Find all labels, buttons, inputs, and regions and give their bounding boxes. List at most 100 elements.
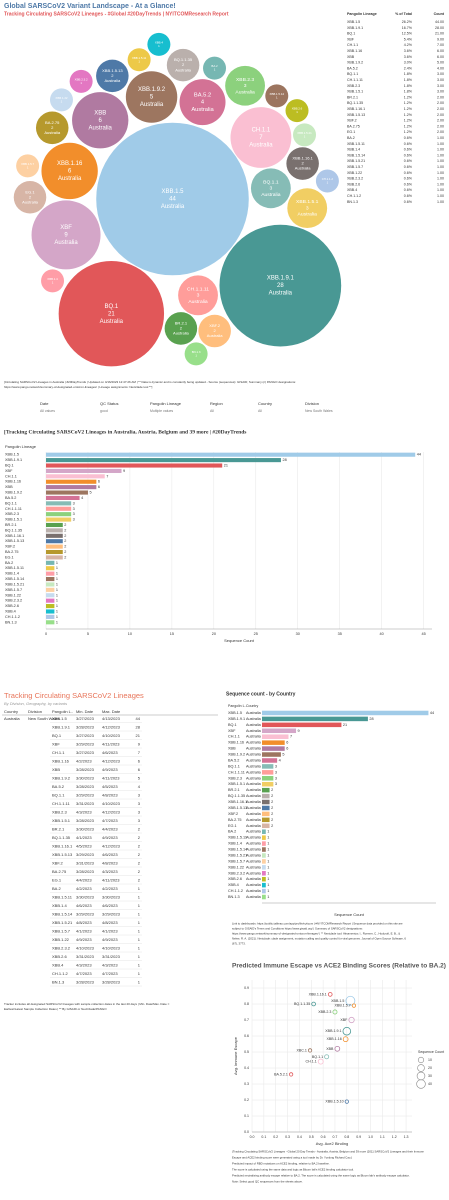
table-cell: BQ.1.1	[347, 72, 358, 76]
bubble-label: XBB.1.5.11	[132, 56, 147, 60]
table-cell: 0.6%	[404, 171, 413, 175]
table-cell: XBB.2.3.2	[347, 177, 363, 181]
table-cell: XBB.2.3.2	[52, 946, 71, 951]
bubble	[184, 342, 208, 366]
bubble	[41, 269, 65, 293]
legend-label: 10	[428, 1058, 432, 1062]
table-cell: 3/30/2023	[76, 827, 95, 832]
bubble-label: 1	[327, 181, 329, 185]
table-cell: 2.00	[437, 101, 444, 105]
table-cell: 0.6%	[404, 159, 413, 163]
table-cell: XBB.1.5.13	[52, 852, 73, 857]
bar	[46, 560, 55, 565]
y-tick-label: XBB.4	[5, 609, 16, 613]
country-label: Australia	[246, 895, 262, 899]
bubble	[41, 142, 98, 200]
column-header: Pangolin L..	[228, 704, 247, 708]
bubble-label: Australia	[249, 143, 273, 149]
y-tick-label: XBB.1.22	[228, 865, 244, 869]
table-cell: 3/27/2023	[76, 733, 95, 738]
table-cell: 4/10/2023	[76, 946, 95, 951]
bubble-label: XBB.1.5.1	[296, 199, 319, 205]
country-label: Australia	[246, 764, 262, 768]
table-cell: 4/7/2023	[102, 818, 118, 823]
bar	[262, 781, 274, 787]
bar	[262, 823, 270, 829]
point-label: BQ.1.1.35	[294, 1002, 310, 1006]
y-tick-label: BA.2.75	[228, 818, 242, 822]
legend-marker	[416, 1071, 426, 1081]
table-cell: 1	[138, 946, 141, 951]
y-tick-label: CH.1.1.11	[228, 770, 245, 774]
y-tick-label: CH.1.1	[228, 735, 240, 739]
column-header: Country	[246, 704, 259, 708]
bar	[46, 620, 55, 625]
filter-label: Pangolin Lineage	[150, 401, 182, 406]
table-cell: BA.2.75	[347, 124, 360, 128]
filter-label: Region	[210, 401, 223, 406]
table-cell: XBB.1.5.1	[52, 818, 71, 823]
point	[342, 1036, 349, 1043]
bar	[262, 728, 297, 734]
y-tick-label: 0.8	[244, 1002, 249, 1006]
x-tick-label: 1.0	[368, 1135, 373, 1139]
value-label: 2	[271, 806, 273, 810]
bubble	[164, 312, 198, 345]
table-cell: 4/13/2023	[102, 716, 121, 721]
y-tick-label: XBB.2.3	[5, 512, 19, 516]
bubble	[96, 122, 249, 276]
table-cell: 5.4%	[404, 37, 413, 41]
table-cell: 26.2%	[402, 20, 413, 24]
table-header: Count	[434, 12, 445, 16]
table-cell: 5.00	[437, 61, 444, 65]
table-cell: 21	[136, 733, 141, 738]
table-cell: XBB.1.5.11	[52, 895, 73, 900]
table-cell: 1	[138, 920, 141, 925]
table-cell: XBB.2.3	[347, 84, 360, 88]
table-cell: 1.00	[437, 194, 444, 198]
table-cell: 2.4%	[404, 66, 413, 70]
value-label: 3	[73, 507, 75, 511]
table-cell: 4/6/2023	[102, 750, 118, 755]
bubble	[13, 181, 47, 214]
table-cell: XBB.2.6	[347, 182, 360, 186]
table-cell: 3.6%	[404, 55, 413, 59]
table-cell: XBB.1.22	[347, 171, 362, 175]
table-cell: 1.8%	[404, 90, 413, 94]
value-label: 1	[56, 561, 58, 565]
value-label: 2	[64, 539, 66, 543]
bubble-label: 9	[64, 232, 68, 238]
page-title: Global SARSCoV2 Variant Landscape - At a…	[4, 3, 176, 10]
table-cell: 21.00	[435, 32, 444, 36]
y-tick-label: BR.2.1	[228, 788, 240, 792]
table-cell: 1.00	[437, 177, 444, 181]
bar	[262, 793, 270, 799]
bubble-label: XBB.1.5	[161, 189, 184, 195]
y-tick-label: XBB.2.6	[5, 604, 19, 608]
y-tick-label: XBB.1.5	[228, 711, 242, 715]
y-tick-label: BA.5.2	[228, 758, 239, 762]
bar	[262, 894, 266, 900]
bubble-label: Australia	[269, 291, 293, 297]
table-cell: 44.00	[435, 20, 444, 24]
table-cell: 1	[138, 963, 141, 968]
bubble-label: Australia	[58, 176, 82, 182]
value-label: 44	[417, 453, 421, 457]
table-cell: 4/6/2023	[102, 852, 118, 857]
bubble-label: EG.1	[25, 189, 35, 194]
x-tick-label: 40	[380, 632, 384, 636]
value-label: 3	[275, 764, 277, 768]
table-cell: XBB.1.5.7	[52, 929, 71, 934]
bubble-label: XBB.1.9.1	[267, 276, 295, 282]
y-tick-label: XBB.2.3	[228, 776, 242, 780]
bar	[46, 517, 72, 522]
table-cell: 1	[138, 912, 141, 917]
bar	[46, 593, 55, 598]
bubble	[198, 314, 231, 348]
value-label: 2	[271, 794, 273, 798]
table-cell: 28	[136, 725, 141, 730]
bar	[46, 582, 55, 587]
value-label: 2	[64, 545, 66, 549]
table-cell: 6	[138, 759, 141, 764]
bubble-label: BR.2.1	[175, 320, 188, 325]
